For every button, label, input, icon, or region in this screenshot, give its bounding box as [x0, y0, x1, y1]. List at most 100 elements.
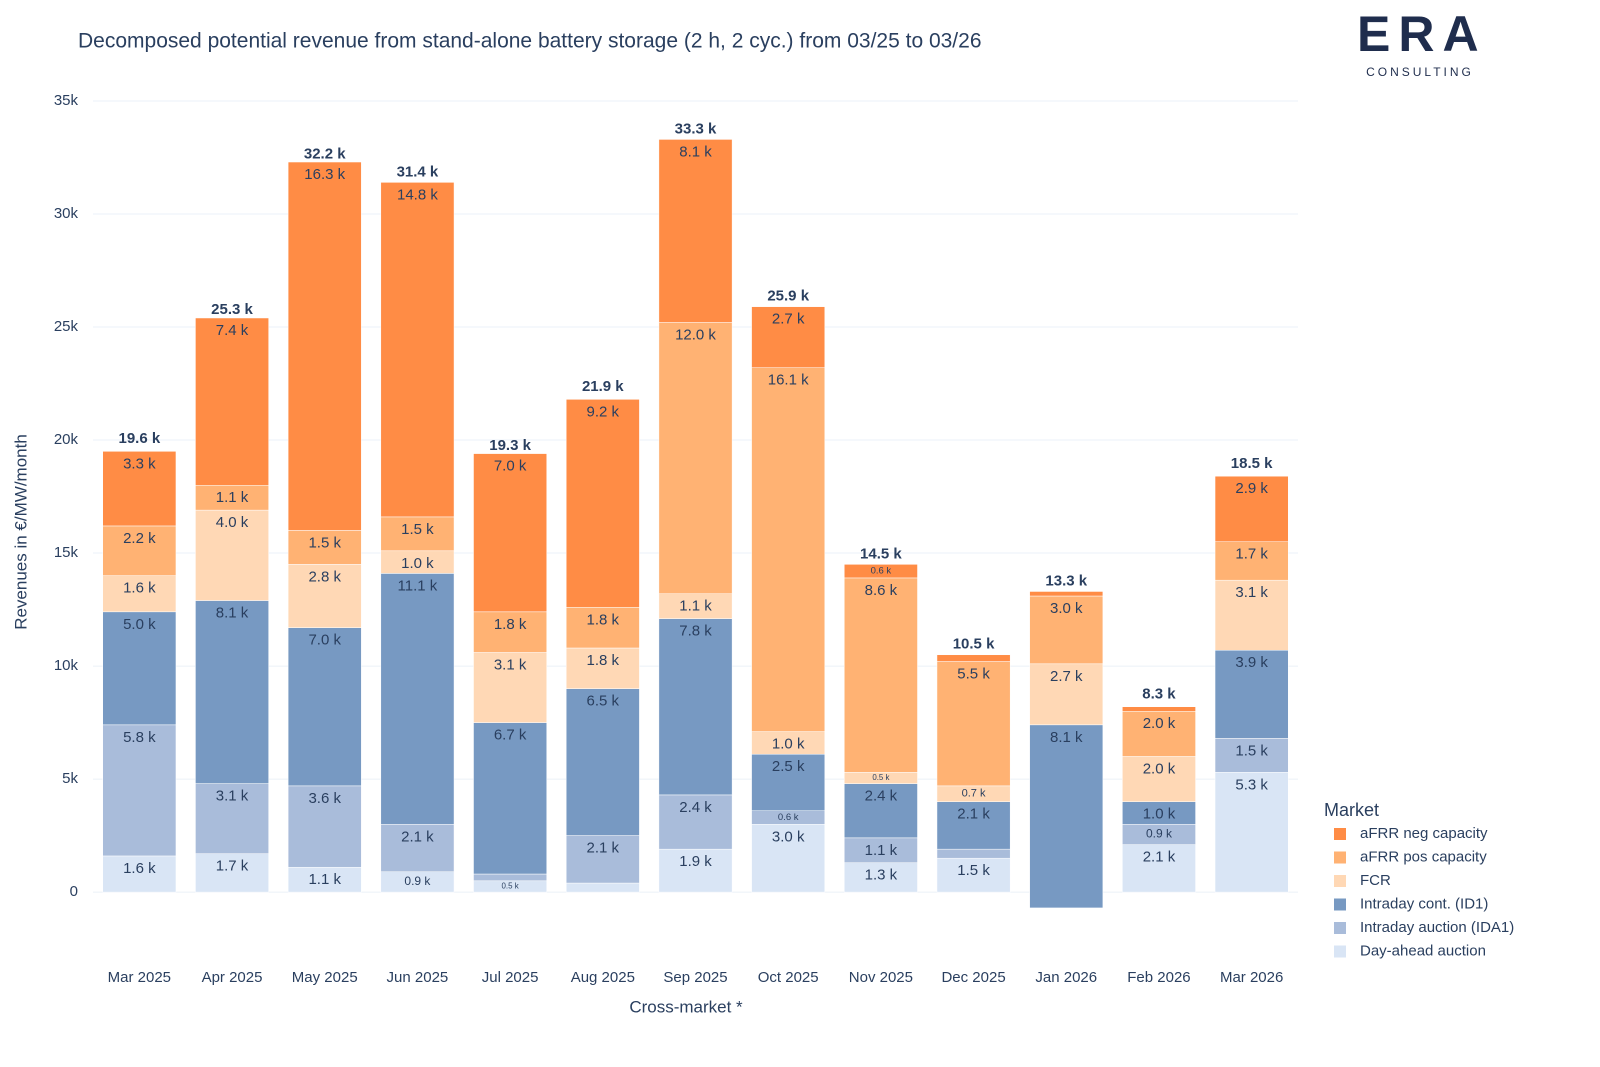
- segment-label: 1.1 k: [679, 598, 712, 615]
- x-tick-label: May 2025: [292, 969, 358, 986]
- segment-label: 0.6 k: [871, 566, 892, 577]
- bar-segment: [844, 862, 918, 893]
- segment-label: 5.5 k: [957, 666, 990, 683]
- segment-label: 2.7 k: [772, 311, 805, 328]
- bar-segment: [936, 654, 1011, 662]
- x-tick-label: Aug 2025: [571, 969, 635, 986]
- bar-segment: [102, 855, 177, 893]
- bar-segment: [658, 794, 733, 850]
- bar-segment: [102, 724, 177, 857]
- segment-label: 1.0 k: [401, 555, 434, 572]
- segment-label: 1.7 k: [216, 858, 249, 875]
- bar-segment: [195, 484, 269, 511]
- segment-label: 6.5 k: [587, 693, 620, 710]
- bar-segment: [195, 600, 269, 784]
- segment-label: 3.1 k: [1235, 584, 1268, 601]
- bar-segment: [473, 873, 547, 882]
- bar-segment: [102, 611, 177, 726]
- bar-segment: [287, 785, 362, 868]
- segment-label: 2.4 k: [679, 799, 712, 816]
- segment-label: 2.9 k: [1235, 480, 1268, 497]
- bar-segment: [936, 661, 1011, 787]
- bar-segment: [1214, 475, 1289, 543]
- x-tick-label: Jan 2026: [1035, 969, 1097, 986]
- x-tick-label: Dec 2025: [941, 969, 1005, 986]
- segment-label: 7.0 k: [494, 458, 527, 475]
- logo-subtext: CONSULTING: [1366, 65, 1474, 79]
- segment-label: 8.1 k: [216, 604, 249, 621]
- y-tick-label: 30k: [54, 205, 79, 222]
- bar-segment: [473, 652, 547, 723]
- segment-label: 1.5 k: [957, 862, 990, 879]
- bar-segment: [1214, 738, 1289, 773]
- chart-title: Decomposed potential revenue from stand-…: [78, 30, 982, 53]
- x-tick-label: Feb 2026: [1127, 969, 1190, 986]
- segment-label: 1.0 k: [1143, 806, 1176, 823]
- bar-segment: [287, 627, 362, 787]
- segment-label: 2.1 k: [587, 840, 620, 857]
- bar-segment: [473, 722, 547, 875]
- segment-label: 1.5 k: [308, 534, 341, 551]
- segment-label: 0.5 k: [502, 882, 519, 891]
- bar-segment: [1122, 711, 1196, 757]
- segment-label: 1.1 k: [308, 871, 341, 888]
- bar-segment: [1214, 772, 1289, 893]
- segment-label: 0.9 k: [1146, 827, 1173, 841]
- segment-label: 6.7 k: [494, 727, 527, 744]
- bar-segment: [380, 573, 455, 825]
- bar-segment: [565, 835, 640, 884]
- segment-label: 1.9 k: [679, 853, 712, 870]
- segment-label: 2.1 k: [957, 806, 990, 823]
- segment-label: 1.3 k: [865, 867, 898, 884]
- total-label: 32.2 k: [304, 145, 346, 162]
- x-tick-label: Mar 2025: [108, 969, 171, 986]
- segment-label: 3.1 k: [216, 788, 249, 805]
- total-label: 25.9 k: [767, 288, 809, 305]
- bar-segment: [936, 857, 1011, 893]
- segment-label: 2.8 k: [308, 568, 341, 585]
- bar-segment: [1122, 844, 1196, 893]
- bar-segment: [565, 688, 640, 836]
- bar-segment: [565, 399, 640, 608]
- bar-segment: [844, 837, 918, 863]
- segment-label: 2.4 k: [865, 788, 898, 805]
- total-label: 25.3 k: [211, 301, 253, 318]
- bar-segment: [195, 509, 269, 601]
- bar-segment: [1029, 591, 1104, 597]
- legend-label: Day-ahead auction: [1360, 942, 1486, 959]
- bar-segment: [936, 848, 1011, 859]
- segment-label: 2.2 k: [123, 530, 156, 547]
- segment-label: 1.1 k: [865, 842, 898, 859]
- segment-label: 1.1 k: [216, 489, 249, 506]
- bar-segment: [751, 753, 826, 811]
- segment-label: 1.8 k: [587, 611, 620, 628]
- segment-label: 1.8 k: [587, 652, 620, 669]
- segment-label: 0.5 k: [872, 773, 889, 782]
- x-tick-label: Oct 2025: [758, 969, 819, 986]
- segment-label: 2.5 k: [772, 758, 805, 775]
- segment-label: 8.1 k: [1050, 729, 1083, 746]
- segment-label: 16.3 k: [304, 166, 345, 183]
- bar-segment: [473, 453, 547, 613]
- legend-label: aFRR pos capacity: [1360, 848, 1487, 865]
- y-tick-label: 20k: [54, 431, 79, 448]
- bar-segment: [936, 801, 1011, 850]
- y-tick-label: 5k: [62, 770, 78, 787]
- bar-segment: [102, 525, 177, 576]
- legend-label: aFRR neg capacity: [1360, 825, 1488, 842]
- x-tick-label: Apr 2025: [202, 969, 263, 986]
- segment-label: 3.3 k: [123, 455, 156, 472]
- legend-swatch: [1334, 828, 1346, 840]
- bar-segment: [751, 367, 826, 732]
- bar-segment: [380, 182, 455, 518]
- bar-segment: [658, 848, 733, 893]
- segment-label: 12.0 k: [675, 326, 716, 343]
- segment-label: 3.0 k: [1050, 600, 1083, 617]
- segment-label: 3.1 k: [494, 656, 527, 673]
- segment-label: 1.0 k: [772, 736, 805, 753]
- bar-segment: [102, 451, 177, 527]
- total-label: 19.6 k: [118, 430, 160, 447]
- segment-label: 3.9 k: [1235, 654, 1268, 671]
